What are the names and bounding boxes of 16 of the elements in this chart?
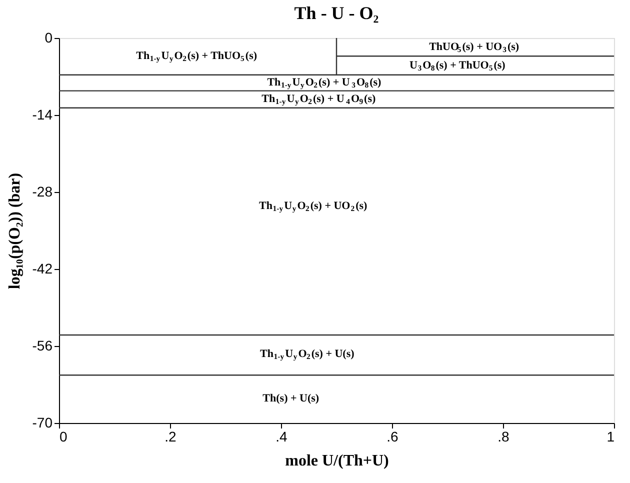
y-tick-label: -14 (32, 106, 53, 122)
x-tick-label: .4 (276, 428, 288, 444)
x-tick-label: .2 (164, 428, 177, 444)
x-tick-label: 0 (60, 428, 68, 444)
x-tick-label: .6 (386, 428, 399, 444)
x-tick-label: .8 (498, 428, 510, 444)
chart-title: Th - U - O₂ (294, 3, 379, 23)
y-tick-label: -28 (32, 184, 53, 200)
y-tick-label: -70 (32, 414, 53, 430)
y-tick-label: -56 (32, 338, 53, 354)
y-tick-label: 0 (44, 30, 53, 46)
x-axis-title: mole U/(Th+U) (285, 452, 389, 470)
y-tick-label: -42 (32, 260, 53, 276)
x-tick-label: 1 (606, 428, 615, 444)
annotation: Th(s) + U(s) (262, 392, 320, 404)
y-axis-title: log₁₀(p(O₂)) (bar) (6, 172, 24, 290)
